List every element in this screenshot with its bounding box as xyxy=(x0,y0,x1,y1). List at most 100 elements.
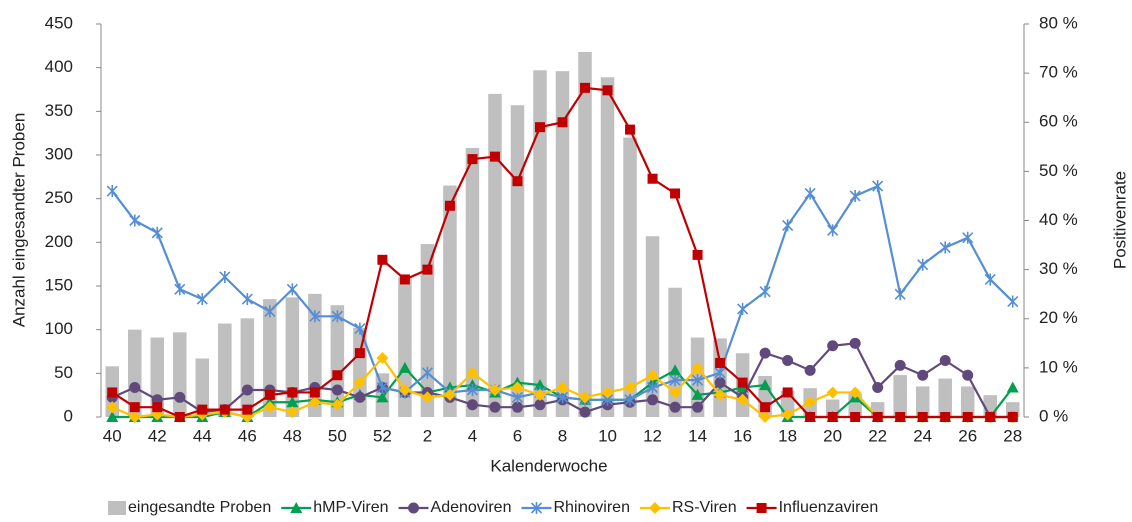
legend-label: RS-Viren xyxy=(672,499,737,516)
bar xyxy=(420,244,435,417)
marker xyxy=(353,376,366,389)
marker xyxy=(489,151,500,162)
marker xyxy=(647,394,659,406)
bar xyxy=(398,277,412,417)
marker xyxy=(759,411,772,423)
marker xyxy=(466,399,478,411)
marker xyxy=(443,388,456,401)
marker xyxy=(827,340,839,352)
marker xyxy=(286,406,299,419)
y2-tick-label: 80 % xyxy=(1039,13,1078,32)
marker xyxy=(872,382,884,394)
x-tick-label: 24 xyxy=(913,426,932,445)
marker xyxy=(917,412,928,422)
marker xyxy=(759,379,772,391)
marker xyxy=(849,189,861,202)
marker xyxy=(962,369,974,381)
x-tick-label: 4 xyxy=(468,426,477,445)
bar xyxy=(510,105,525,417)
marker xyxy=(827,412,838,422)
marker xyxy=(804,364,816,376)
bar xyxy=(578,51,592,418)
marker xyxy=(511,381,524,394)
marker xyxy=(826,386,839,399)
marker xyxy=(624,393,636,406)
marker xyxy=(376,381,388,394)
marker xyxy=(872,180,884,193)
marker xyxy=(332,370,343,381)
marker xyxy=(152,402,163,413)
marker xyxy=(398,361,411,373)
marker xyxy=(917,258,929,271)
y2-tick-label: 50 % xyxy=(1039,161,1078,180)
marker xyxy=(984,273,996,286)
marker xyxy=(850,412,861,422)
marker xyxy=(219,404,230,415)
marker xyxy=(422,264,433,275)
x-tick-label: 40 xyxy=(103,426,122,445)
marker xyxy=(669,386,682,399)
marker xyxy=(895,412,906,422)
y2-tick-label: 40 % xyxy=(1039,210,1078,229)
marker xyxy=(331,384,343,396)
x-tick-label: 46 xyxy=(238,426,257,445)
bar xyxy=(285,297,300,417)
marker xyxy=(129,402,140,413)
marker xyxy=(377,254,388,265)
marker xyxy=(512,176,523,187)
legend-label: Adenoviren xyxy=(431,499,512,516)
marker xyxy=(557,117,568,128)
marker xyxy=(421,391,434,404)
marker xyxy=(174,283,186,296)
marker xyxy=(759,285,771,298)
marker xyxy=(782,219,794,232)
marker xyxy=(760,402,771,413)
legend-label: hMP-Viren xyxy=(313,499,388,516)
marker xyxy=(692,374,704,387)
bar xyxy=(240,318,255,417)
y-tick-label: 250 xyxy=(45,188,73,207)
marker xyxy=(174,412,185,422)
marker xyxy=(692,401,704,413)
marker xyxy=(129,214,141,227)
marker xyxy=(376,391,389,403)
marker xyxy=(646,369,659,382)
marker xyxy=(331,310,343,323)
marker xyxy=(287,387,298,398)
marker xyxy=(691,361,704,374)
marker xyxy=(264,305,276,318)
marker xyxy=(624,381,637,394)
marker xyxy=(939,241,951,254)
marker xyxy=(917,369,929,381)
bar xyxy=(443,185,457,417)
marker xyxy=(354,348,365,359)
marker xyxy=(939,355,951,367)
y-tick-label: 0 xyxy=(64,406,73,425)
x-tick-label: 18 xyxy=(778,426,797,445)
x-tick-label: 14 xyxy=(688,426,707,445)
x-tick-label: 44 xyxy=(193,426,212,445)
y-tick-label: 300 xyxy=(45,144,73,163)
marker xyxy=(849,337,861,349)
marker xyxy=(670,188,681,199)
x-tick-label: 12 xyxy=(643,426,662,445)
marker xyxy=(782,355,794,367)
marker xyxy=(398,383,411,396)
marker xyxy=(579,391,592,404)
x-tick-label: 20 xyxy=(823,426,842,445)
series-3 xyxy=(106,180,1019,406)
marker xyxy=(242,404,253,415)
marker xyxy=(849,386,862,399)
bar xyxy=(128,329,142,417)
marker xyxy=(647,173,658,184)
marker xyxy=(530,502,543,514)
marker xyxy=(759,347,771,359)
marker xyxy=(290,502,303,513)
y2-tick-label: 0 % xyxy=(1039,406,1068,425)
marker xyxy=(736,393,749,406)
x-tick-label: 26 xyxy=(958,426,977,445)
marker xyxy=(354,322,366,335)
marker xyxy=(602,85,613,96)
marker xyxy=(106,411,119,422)
